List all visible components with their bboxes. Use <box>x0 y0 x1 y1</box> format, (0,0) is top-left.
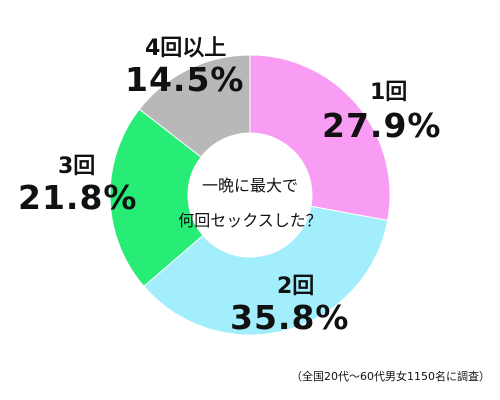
slice-label-4: 4回以上 <box>145 36 227 61</box>
slice-label-3: 3回 <box>58 154 96 179</box>
slice-percent-4: 14.5% <box>125 60 245 99</box>
donut-slice-2 <box>143 205 389 336</box>
slice-percent-1: 27.9% <box>322 106 442 145</box>
chart-title-line-2: 何回セックスした？ <box>178 211 322 230</box>
donut-slice-3 <box>109 108 204 287</box>
chart-title-line-1: 一晩に最大で <box>201 176 298 195</box>
slice-label-1: 1回 <box>370 80 408 105</box>
chart-center-question: 一晩に最大で 何回セックスした？ <box>175 168 325 238</box>
survey-note: （全国20代〜60代男女1150名に調査） <box>291 370 490 383</box>
slice-percent-3: 21.8% <box>18 178 138 217</box>
donut-slice-1 <box>249 54 391 221</box>
donut-slices <box>109 54 391 336</box>
donut-slice-4 <box>138 54 251 158</box>
slice-label-2: 2回 <box>277 274 315 299</box>
slice-percent-2: 35.8% <box>230 298 350 337</box>
